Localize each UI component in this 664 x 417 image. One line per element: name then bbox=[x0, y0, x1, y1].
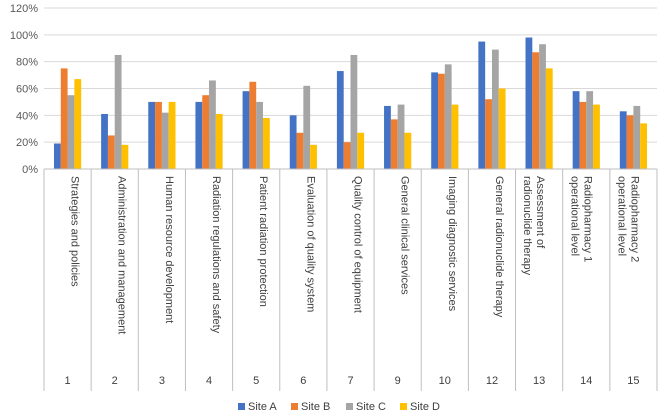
x-category-number: 10 bbox=[439, 375, 451, 387]
legend-swatch bbox=[400, 403, 407, 410]
bar-site-a bbox=[619, 111, 627, 169]
legend-swatch bbox=[238, 403, 245, 410]
bar-site-a bbox=[525, 37, 533, 169]
bar-site-a bbox=[289, 115, 297, 169]
bar-site-b bbox=[296, 132, 304, 169]
bar-site-b bbox=[438, 73, 445, 169]
x-category-number: 6 bbox=[300, 375, 306, 387]
bar-site-d bbox=[498, 88, 506, 169]
y-tick-label: 80% bbox=[16, 57, 38, 69]
bar-site-b bbox=[390, 119, 398, 169]
x-category-label: Administration and management bbox=[116, 176, 128, 334]
bar-site-c bbox=[633, 105, 641, 169]
bar-site-b bbox=[60, 68, 68, 170]
bar-site-c bbox=[586, 91, 594, 169]
bar-site-c bbox=[444, 64, 452, 169]
x-category-number: 5 bbox=[253, 375, 259, 387]
bar-site-a bbox=[148, 101, 156, 169]
y-axis: 0% 20% 40% 60% 80% 100% 120% bbox=[10, 3, 38, 176]
x-category-number: 15 bbox=[627, 375, 639, 387]
bar-site-a bbox=[431, 72, 439, 169]
bar-site-a bbox=[384, 105, 391, 169]
x-category-label: Radiopharmacy 1operational level bbox=[568, 176, 593, 262]
bar-site-d bbox=[357, 132, 365, 169]
y-tick-label: 20% bbox=[16, 137, 38, 149]
x-category-number: 14 bbox=[580, 375, 592, 387]
bar-site-d bbox=[404, 132, 412, 169]
x-category-number: 4 bbox=[206, 375, 212, 387]
bar-site-d bbox=[640, 123, 648, 169]
bar-site-a bbox=[195, 101, 203, 169]
x-category-label: Assessment ofradionuclide therapy bbox=[521, 176, 546, 276]
bar-site-d bbox=[74, 79, 82, 169]
legend-swatch bbox=[291, 403, 298, 410]
bar-site-d bbox=[593, 104, 600, 169]
bar-site-b bbox=[107, 135, 115, 169]
y-tick-label: 100% bbox=[10, 30, 38, 42]
legend-swatch bbox=[346, 403, 353, 410]
bar-site-d bbox=[451, 104, 459, 169]
y-tick-label: 60% bbox=[16, 84, 38, 96]
legend-label: Site A bbox=[248, 401, 277, 413]
x-category-label: Patient radiation protection bbox=[257, 176, 269, 307]
bar-site-b bbox=[155, 101, 162, 169]
legend-label: Site B bbox=[301, 401, 330, 413]
bar-site-c bbox=[114, 54, 122, 169]
bar-site-a bbox=[242, 91, 250, 169]
x-category-label: Imaging diagnostic services bbox=[446, 176, 458, 312]
x-category-label: Evaluation of quality system bbox=[304, 176, 316, 312]
x-axis: Strategies and policies 1 Administration a… bbox=[43, 168, 658, 391]
bar-site-c bbox=[67, 95, 75, 169]
bar-site-d bbox=[262, 118, 270, 169]
bar-site-c bbox=[539, 44, 546, 169]
bar-site-c bbox=[397, 104, 405, 169]
x-category-label: Human resource development bbox=[163, 176, 175, 323]
bar-site-a bbox=[478, 41, 486, 169]
x-category-number: 12 bbox=[486, 375, 498, 387]
bar-site-b bbox=[626, 115, 634, 169]
bar-site-b bbox=[532, 52, 540, 169]
bar-site-b bbox=[249, 81, 257, 169]
x-category-number: 7 bbox=[347, 375, 353, 387]
bar-site-d bbox=[545, 68, 553, 170]
x-category-label: General radionuclide therapy bbox=[493, 176, 505, 318]
x-category-label: Strategies and policies bbox=[69, 176, 81, 287]
x-category-number: 1 bbox=[65, 375, 71, 387]
x-category-number: 2 bbox=[112, 375, 118, 387]
y-tick-label: 0% bbox=[22, 164, 38, 176]
bar-site-d bbox=[168, 101, 176, 169]
legend-label: Site C bbox=[356, 401, 386, 413]
bar-site-b bbox=[202, 95, 210, 169]
y-tick-label: 40% bbox=[16, 110, 38, 122]
bar-site-b bbox=[485, 99, 492, 169]
bar-site-a bbox=[101, 113, 108, 169]
legend-label: Site D bbox=[410, 401, 440, 413]
x-category-label: Radiopharmacy 2operational level bbox=[615, 176, 640, 262]
bar-site-a bbox=[572, 91, 580, 169]
x-category-number: 3 bbox=[159, 375, 165, 387]
bar-site-c bbox=[491, 49, 499, 170]
x-category-label: Radiation regulations and safety bbox=[210, 176, 222, 334]
bar-site-b bbox=[579, 101, 587, 169]
x-category-number: 9 bbox=[395, 375, 401, 387]
bar-site-a bbox=[336, 71, 344, 169]
x-category-number: 13 bbox=[533, 375, 545, 387]
bar-site-b bbox=[343, 142, 351, 169]
bar-site-c bbox=[209, 80, 216, 169]
x-category-label: General clinical services bbox=[399, 176, 411, 295]
bar-site-c bbox=[161, 112, 169, 169]
bar-site-c bbox=[303, 85, 311, 169]
x-category-label: Quality control of equipment bbox=[352, 176, 364, 313]
legend: Site A Site B Site C Site D bbox=[238, 401, 440, 413]
bar-site-d bbox=[215, 113, 223, 169]
bar-site-a bbox=[53, 143, 61, 169]
bar-site-c bbox=[350, 54, 358, 169]
bars bbox=[53, 37, 648, 170]
bar-site-c bbox=[256, 101, 263, 169]
y-tick-label: 120% bbox=[10, 3, 38, 15]
bar-site-d bbox=[310, 144, 317, 169]
bar-site-d bbox=[121, 144, 129, 169]
